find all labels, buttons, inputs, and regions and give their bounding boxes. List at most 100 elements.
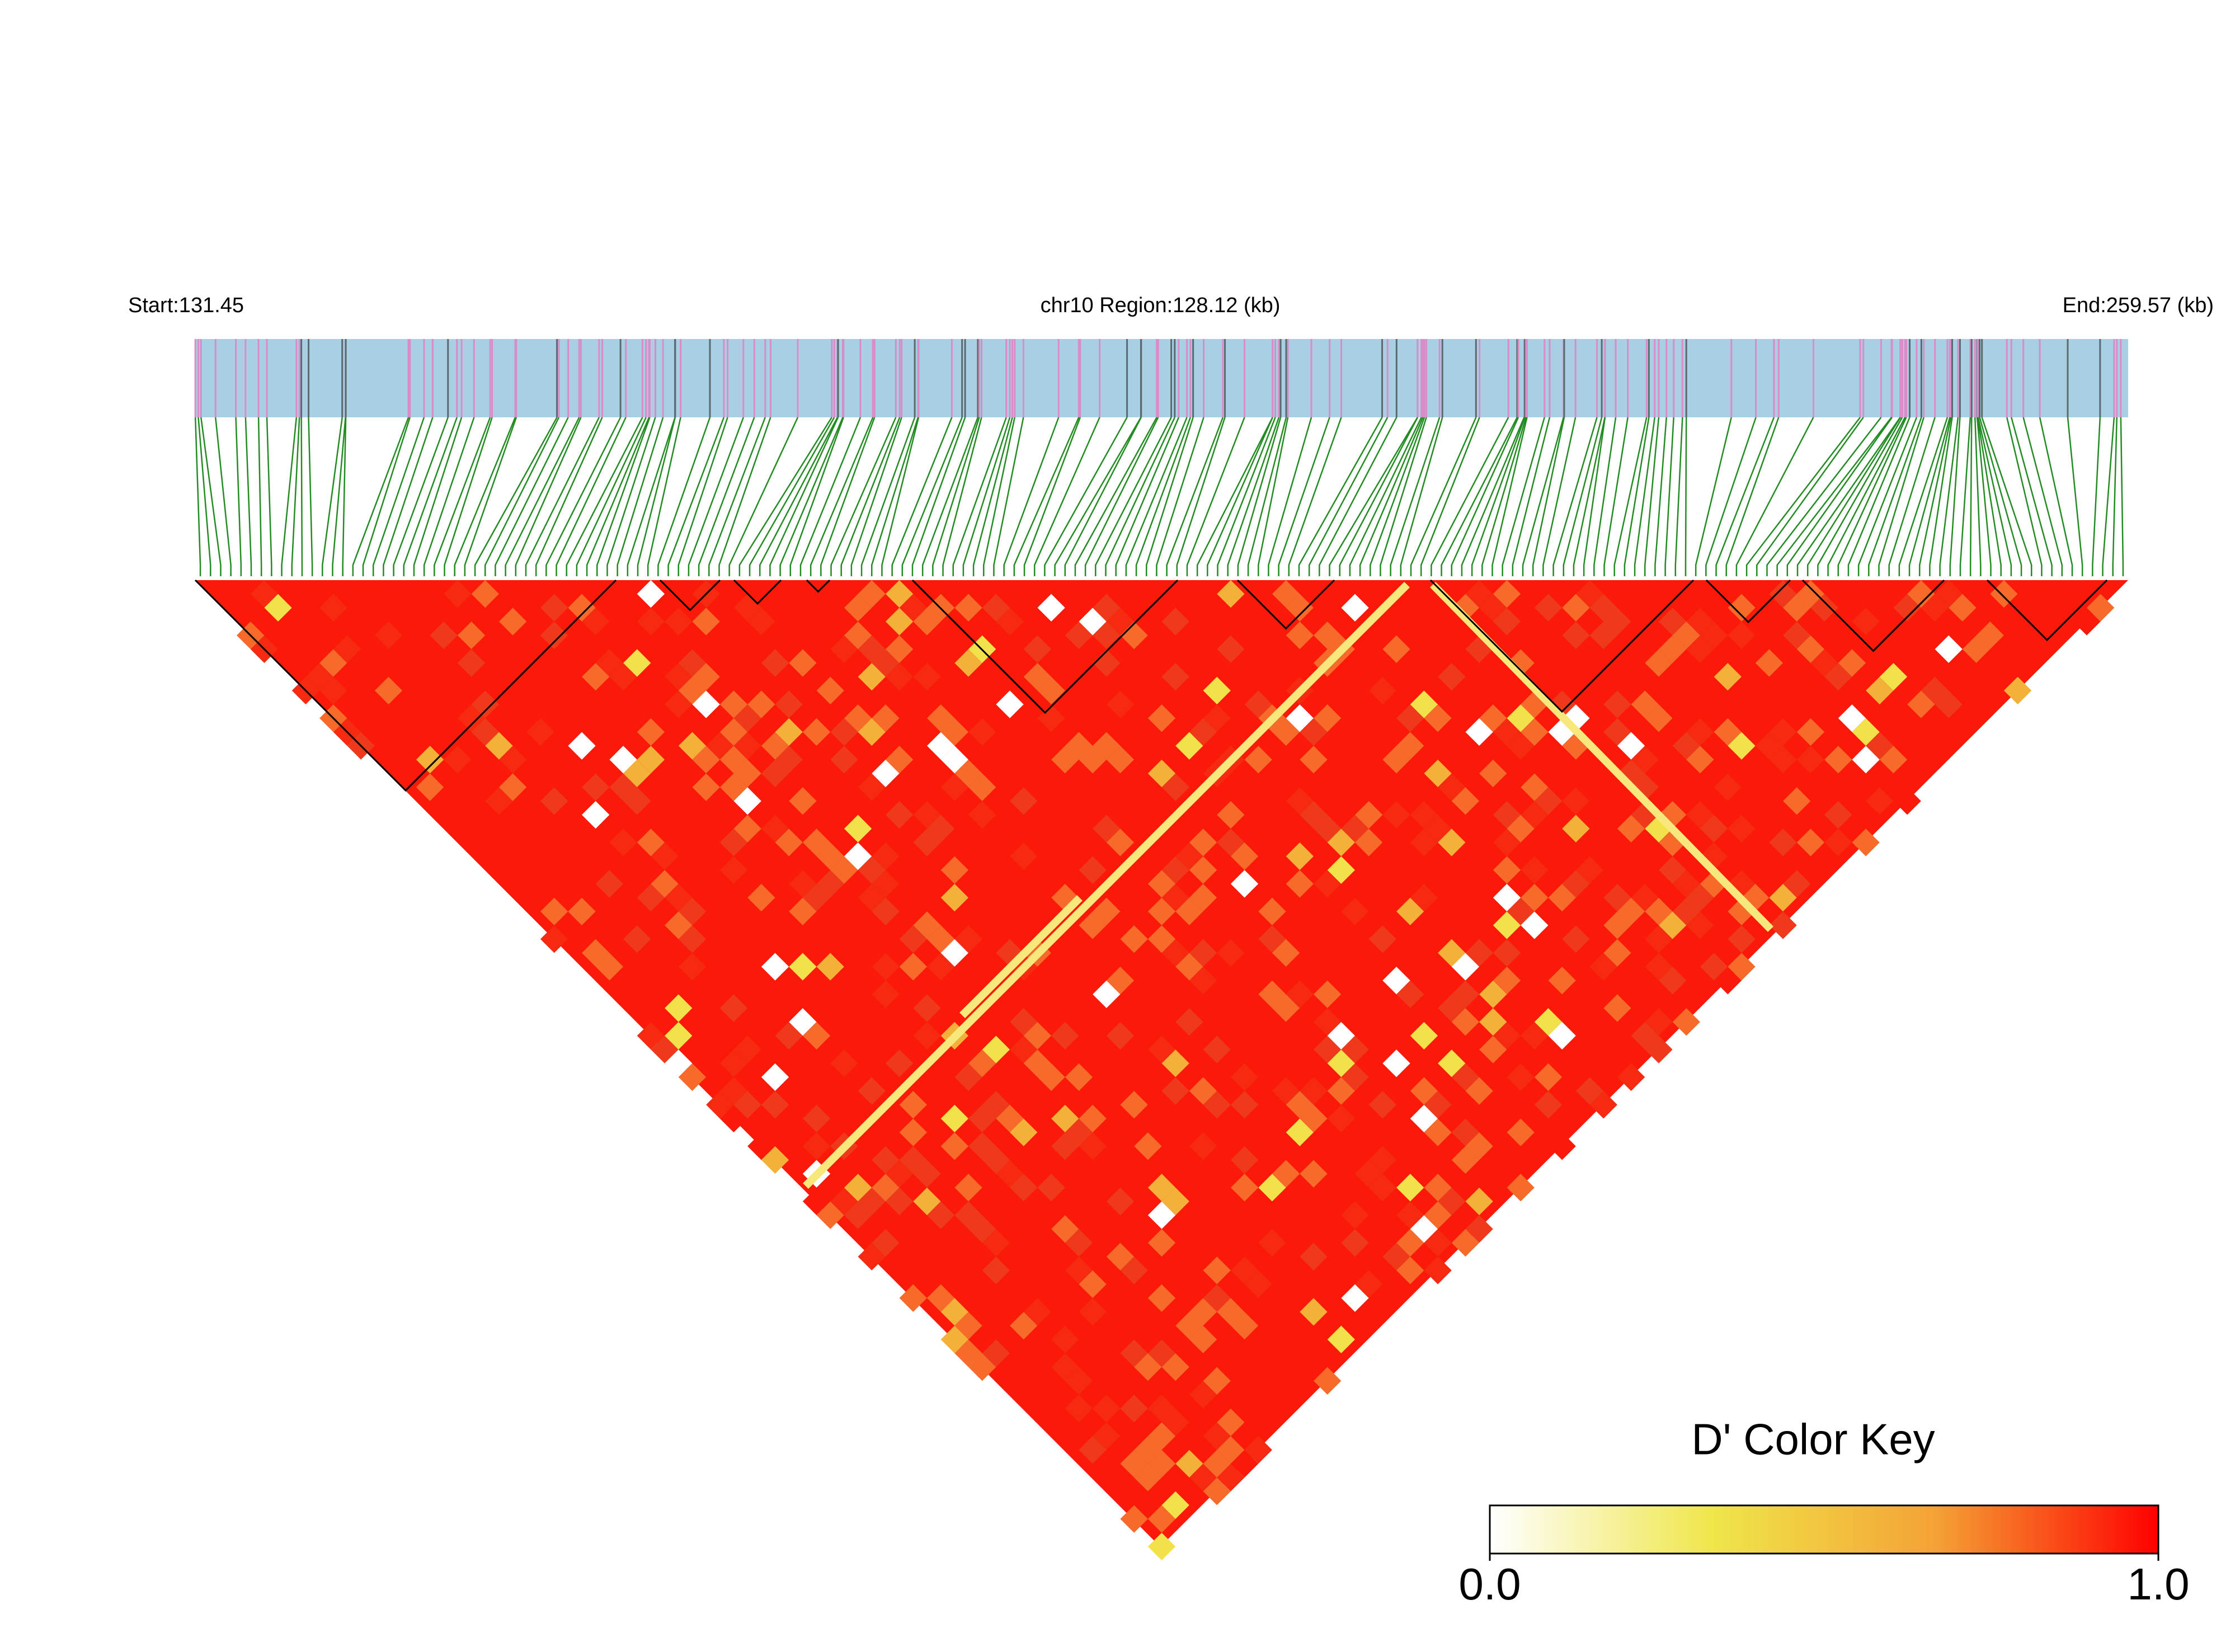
ld-cell xyxy=(1976,622,2004,649)
snp-link xyxy=(799,417,862,576)
ld-cell xyxy=(1230,1063,1259,1091)
ld-cell xyxy=(1217,1298,1245,1326)
snp-link xyxy=(708,417,766,576)
snp-link xyxy=(2102,417,2115,576)
ld-cell xyxy=(1258,980,1286,1009)
ld-cell xyxy=(1230,1395,1259,1423)
ld-cell xyxy=(678,897,707,925)
snp-link xyxy=(921,417,979,576)
ld-cell xyxy=(954,759,982,788)
ld-cell xyxy=(1921,676,1949,705)
ld-cell xyxy=(1451,1174,1480,1202)
ld-cell xyxy=(1424,1229,1452,1257)
ld-cell xyxy=(1493,967,1521,995)
ld-cell xyxy=(968,773,996,801)
ld-cell xyxy=(899,925,927,953)
ld-block xyxy=(911,579,1179,714)
ld-cell xyxy=(1217,801,1245,829)
ld-cell xyxy=(1493,829,1521,856)
snp-track xyxy=(195,339,2128,417)
ld-cell xyxy=(1575,1077,1604,1105)
snp-link xyxy=(1695,417,1732,576)
ld-cell xyxy=(761,1146,789,1174)
ld-cell xyxy=(1493,911,1521,939)
ld-cell xyxy=(1672,732,1700,760)
ld-cell xyxy=(789,897,817,925)
ld-cell xyxy=(775,829,803,856)
ld-cell xyxy=(1147,1532,1176,1561)
snp-link xyxy=(1420,417,1480,576)
ld-cell xyxy=(1824,663,1852,691)
ld-cell xyxy=(830,856,858,884)
ld-cell xyxy=(1203,704,1231,732)
ld-cell xyxy=(1203,1036,1231,1063)
ld-cell xyxy=(1368,925,1397,953)
ld-cell xyxy=(595,704,624,732)
ld-cell xyxy=(1120,1091,1148,1119)
ld-cell xyxy=(1272,994,1300,1022)
ld-cell xyxy=(1175,953,1203,981)
ld-cell xyxy=(899,594,927,622)
ld-cell xyxy=(1686,635,1714,663)
ld-cell xyxy=(885,635,914,663)
ld-cell xyxy=(1244,883,1272,912)
snp-link xyxy=(1898,417,1949,576)
ld-cell xyxy=(1796,773,1825,801)
ld-cell xyxy=(1728,870,1756,898)
ld-cell xyxy=(582,773,610,801)
ld-cell xyxy=(789,649,817,677)
ld-cell xyxy=(1175,897,1203,925)
ld-cell xyxy=(1589,594,1617,622)
ld-cell xyxy=(1465,718,1493,746)
ld-cell xyxy=(926,704,955,732)
ld-cell xyxy=(1079,1242,1107,1270)
snp-link xyxy=(1247,417,1287,576)
ld-cell xyxy=(747,608,775,636)
ld-cell xyxy=(1686,608,1714,636)
ld-cell xyxy=(1355,690,1383,718)
ld-cell xyxy=(1521,718,1549,746)
ld-cell xyxy=(872,1174,900,1202)
ld-cell xyxy=(872,1229,900,1257)
ld-cell xyxy=(692,608,720,636)
ld-cell xyxy=(1589,953,1617,981)
ld-cell xyxy=(1700,759,1728,788)
ld-cell xyxy=(1065,622,1093,649)
ld-cell xyxy=(665,663,693,691)
snp-link xyxy=(1725,417,1780,576)
ld-cell xyxy=(1493,939,1521,967)
ld-cell xyxy=(1534,787,1563,815)
ld-cell xyxy=(830,1187,858,1216)
ld-cell xyxy=(1286,1118,1314,1146)
ld-cell xyxy=(1258,1311,1286,1340)
ld-cell xyxy=(747,690,775,718)
ld-cell xyxy=(678,953,707,981)
ld-cell xyxy=(1051,1353,1079,1381)
ld-cell xyxy=(1990,580,2018,608)
snp-link xyxy=(850,417,902,576)
ld-cell xyxy=(609,911,637,939)
ld-cell xyxy=(1534,594,1563,622)
ld-cell xyxy=(1493,580,1521,608)
ld-cell xyxy=(1866,787,1894,815)
snp-link xyxy=(1674,417,1683,576)
ld-cell xyxy=(1907,690,1935,718)
snp-link xyxy=(281,417,298,576)
ld-cell xyxy=(913,663,941,691)
ld-cell xyxy=(1093,1422,1121,1450)
ld-cell xyxy=(1079,911,1107,939)
ld-cell xyxy=(623,759,651,788)
ld-cell xyxy=(1769,746,1797,774)
ld-cell xyxy=(1645,953,1673,981)
ld-cell xyxy=(637,746,665,774)
ld-cell xyxy=(1631,994,1659,1022)
ld-cell xyxy=(1493,1160,1521,1188)
snp-link xyxy=(769,417,839,576)
ld-cell xyxy=(582,801,610,829)
ld-cell xyxy=(1161,1353,1189,1381)
ld-cell xyxy=(761,1091,789,1119)
snp-link xyxy=(932,417,980,576)
ld-cell xyxy=(665,911,693,939)
ld-cell xyxy=(899,1146,927,1174)
ld-cell xyxy=(278,580,306,608)
